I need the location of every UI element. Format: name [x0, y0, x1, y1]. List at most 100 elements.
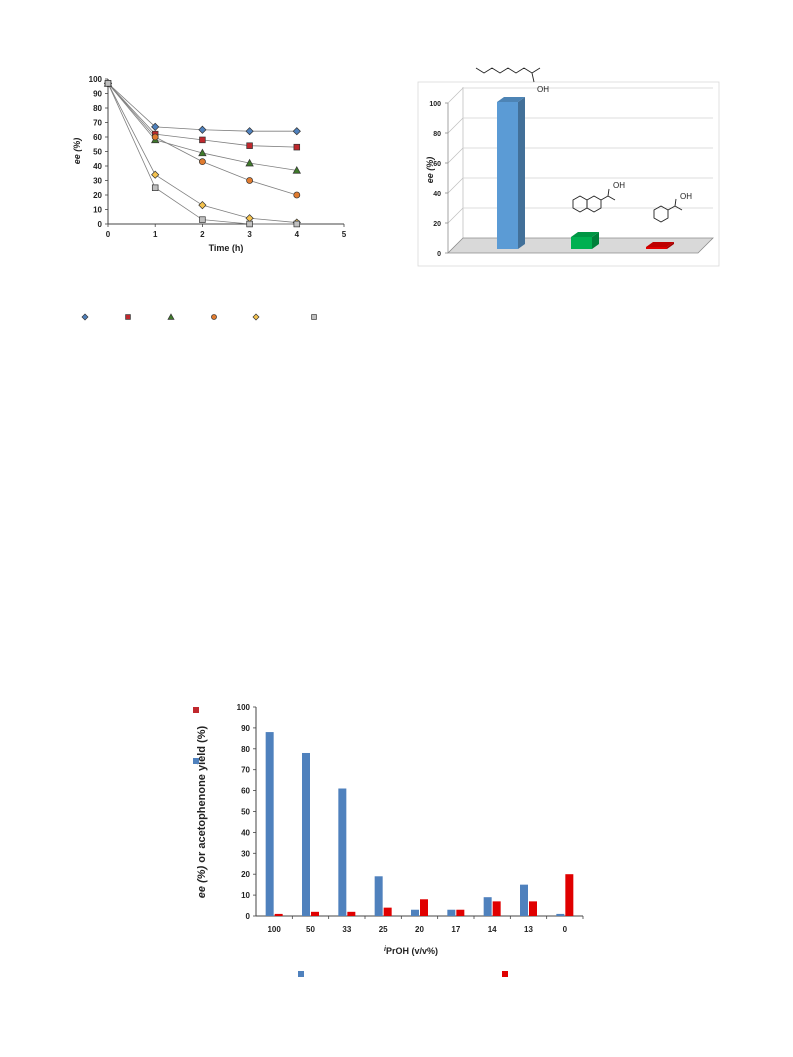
chart2-bar-top: [497, 97, 525, 102]
chart3-y-axis-label: ee (%) or acetophenone yield (%): [196, 725, 208, 898]
chart3-y-tick-label: 30: [241, 849, 250, 858]
chart3-x-tick-label: 20: [415, 925, 424, 934]
chart1-data-point: [151, 170, 160, 179]
chart1-data-point: [199, 136, 206, 144]
chart1-x-tick-label: 3: [247, 230, 252, 239]
chart3-y-label-part-a: ee (%): [196, 865, 208, 898]
chart1-y-tick-label: 90: [93, 90, 102, 99]
chart3-y-tick-label: 100: [237, 703, 251, 712]
chart3-bar: [456, 909, 465, 916]
chart3-legend-marker: [502, 971, 508, 977]
chart1-data-point: [246, 220, 253, 228]
chart3-bar: [565, 874, 574, 916]
chart1-x-axis-label: Time (h): [209, 243, 244, 253]
chart1-y-tick-label: 10: [93, 206, 102, 215]
chart1-legend-marker: [311, 314, 317, 320]
chart2-bar-front: [497, 102, 518, 249]
chart3-bar: [411, 909, 419, 916]
chart3-legend-marker: [298, 971, 304, 977]
chart3-y-tick-label: 50: [241, 808, 250, 817]
chart3-y-label-part-b: or acetophenone yield (%): [196, 725, 208, 862]
chart3-y-tick-label: 10: [241, 891, 250, 900]
chart3-bar: [338, 788, 347, 916]
chart2-bar-side: [667, 242, 674, 249]
chart1-data-point: [293, 191, 301, 199]
chart2-y-tick-label: 80: [433, 131, 441, 138]
chart3-y-tick-label: 0: [246, 912, 251, 921]
chart1-y-tick-label: 100: [89, 75, 103, 84]
chart3-y-tick-label: 90: [241, 724, 250, 733]
chart1-data-point: [198, 125, 207, 134]
chart1-data-point: [151, 133, 159, 141]
ipropanol-bar-chart: 0 10 20 30 40 50 60 70 80 90 100 100 50 33 25 20 17 14 13…: [193, 703, 584, 977]
chart1-x-tick-label: 2: [200, 230, 205, 239]
chart1-legend-marker: [167, 313, 175, 320]
chart1-legend-marker: [211, 314, 217, 320]
chart1-y-tick-label: 70: [93, 119, 102, 128]
chart1-data-point: [292, 166, 301, 174]
chart1-data-point: [151, 122, 160, 131]
chart3-y-label-blue-square: [193, 758, 199, 764]
chart1-y-tick-label: 80: [93, 104, 102, 113]
chart3-x-tick-label: 50: [306, 925, 315, 934]
chart3-bar: [302, 752, 310, 916]
chart2-bar-top: [646, 242, 674, 247]
chart3-bar: [374, 876, 383, 916]
chart2-y-axis-label: ee (%): [425, 157, 435, 184]
chart2-y-tick-label: 20: [433, 221, 441, 228]
chart3-bar: [265, 732, 274, 916]
chart3-x-tick-label: 33: [342, 925, 351, 934]
chart2-y-tick-label: 60: [433, 161, 441, 168]
chart3-y-label-red-square: [193, 707, 199, 713]
time-course-line-chart: 0 10 20 30 40 50 60 70 80 90 100 0 1 2 3 4 5 Time (h) e…: [72, 75, 347, 321]
chart1-x-tick-label: 5: [342, 230, 347, 239]
chart1-y-tick-label: 50: [93, 148, 102, 157]
chart3-bar: [483, 897, 492, 916]
chart3-bar: [492, 901, 501, 916]
chart1-y-tick-label: 0: [98, 220, 103, 229]
chart3-y-tick-label: 80: [241, 745, 250, 754]
chart3-x-axis-label-prefix: i: [384, 946, 387, 953]
chart3-y-tick-label: 60: [241, 787, 250, 796]
chart3-bar: [447, 909, 456, 916]
chart2-y-tick-label: 100: [429, 101, 441, 108]
chart3-bar: [420, 899, 428, 916]
chart1-data-point: [292, 127, 301, 136]
structure-1-oh-label: OH: [537, 85, 549, 94]
chart3-x-tick-label: 17: [451, 925, 460, 934]
chart3-bar: [529, 901, 537, 916]
chart3-bar: [347, 911, 356, 916]
chart2-grid-diag: [447, 147, 464, 164]
chart1-data-point: [293, 143, 301, 151]
chart2-bar-front: [571, 237, 592, 249]
chart3-bar: [520, 884, 528, 916]
chart1-y-tick-label: 20: [93, 191, 102, 200]
chart1-data-point: [245, 127, 254, 136]
chart3-x-tick-label: 25: [379, 925, 388, 934]
chart1-data-point: [104, 80, 112, 87]
chart2-bar-side: [518, 97, 525, 249]
chart1-legend-marker: [81, 313, 89, 321]
chart1-y-axis-label: ee (%): [72, 138, 82, 165]
chart2-grid-diag: [447, 177, 464, 194]
chart1-y-tick-label: 60: [93, 133, 102, 142]
chart1-data-point: [151, 184, 159, 191]
chart2-bar-top: [571, 232, 599, 237]
structure-2-oh-label: OH: [613, 181, 625, 190]
chart3-x-tick-label: 13: [524, 925, 533, 934]
chart1-y-tick-label: 30: [93, 177, 102, 186]
chart2-grid-diag: [447, 87, 464, 104]
chart2-grid-diag: [447, 207, 464, 224]
chart3-x-tick-label: 100: [267, 925, 281, 934]
chart1-y-tick-label: 40: [93, 162, 102, 171]
chart1-data-point: [245, 214, 254, 223]
chart1-legend-marker: [125, 314, 131, 320]
chart3-x-tick-label: 0: [563, 925, 568, 934]
chart3-y-tick-label: 40: [241, 828, 250, 837]
chart1-data-point: [293, 220, 301, 228]
chart3-bar: [556, 913, 565, 916]
chart2-bar-front: [646, 247, 667, 249]
chart3-x-tick-label: 14: [488, 925, 497, 934]
chart3-bar: [311, 911, 319, 916]
chart1-data-point: [245, 158, 254, 167]
